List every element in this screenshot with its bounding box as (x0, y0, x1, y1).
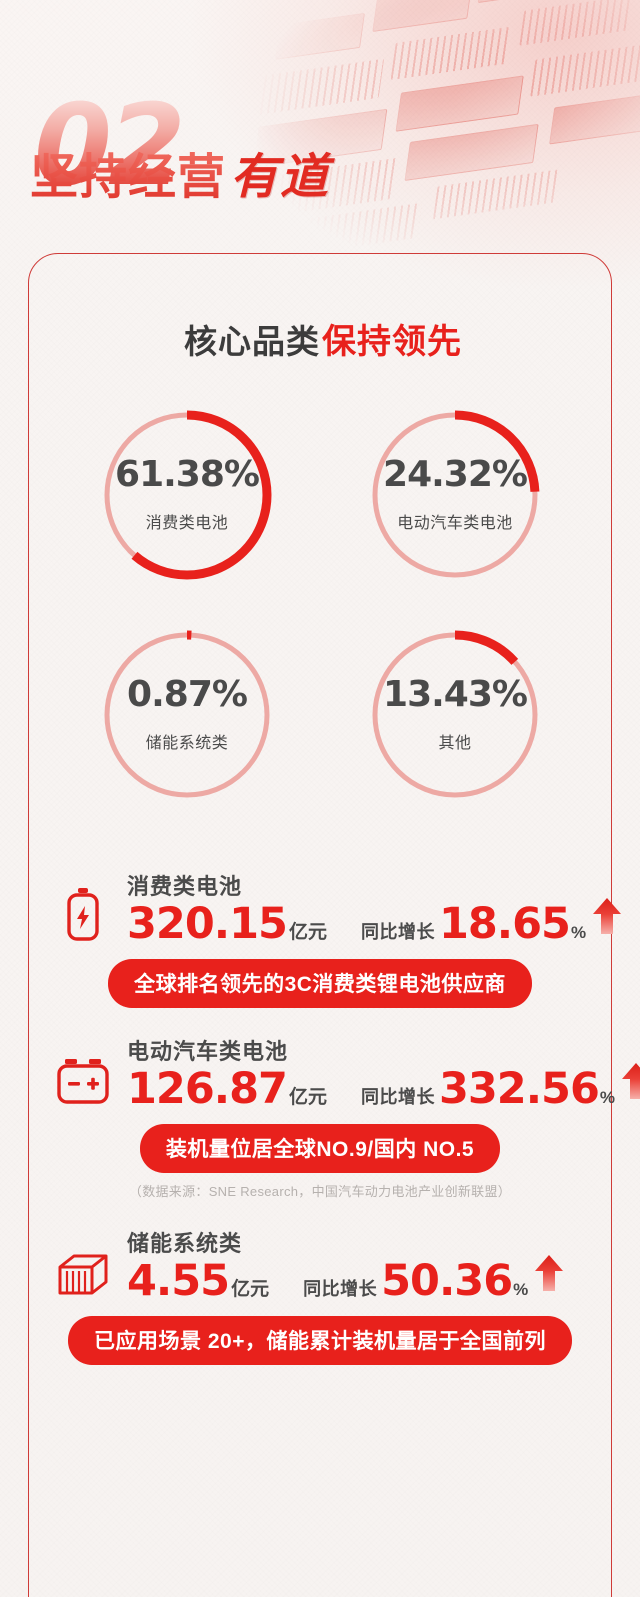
metric-footnote: （数据来源：SNE Research，中国汽车动力电池产业创新联盟） (128, 1184, 512, 1199)
card-title-emphasis: 保持领先 (322, 323, 462, 361)
metric-name: 消费类电池 (127, 874, 243, 899)
donut-value: 24.32% (383, 454, 528, 495)
donut-center: 61.38% 消费类电池 (96, 404, 278, 586)
donut-value: 61.38% (115, 454, 260, 495)
donut-caption: 电动汽车类电池 (397, 515, 513, 532)
trend-up-arrow-icon (592, 897, 622, 940)
metric-yoy-label: 同比增长 (303, 1279, 378, 1299)
metric-value: 4.55 (127, 1256, 230, 1306)
content-card: 核心品类保持领先 61.38% 消费类电池 (28, 253, 640, 1597)
metric-yoy-unit: % (513, 1280, 529, 1299)
metric-value: 126.87 (127, 1064, 288, 1114)
metric-unit: 亿元 (288, 922, 327, 943)
donut-chart-grid: 61.38% 消费类电池 24.32% 电动汽车类电池 (53, 404, 589, 806)
donut-chart-ev-battery: 24.32% 电动汽车类电池 (364, 404, 546, 586)
section-headline: 02 坚持经营有道 (30, 90, 490, 230)
page-title-plain: 坚持经营 (30, 151, 227, 204)
metric-unit: 亿元 (288, 1087, 327, 1108)
donut-value: 13.43% (383, 674, 528, 715)
metric-yoy-label: 同比增长 (360, 1087, 435, 1107)
donut-center: 0.87% 储能系统类 (96, 624, 278, 806)
metric-block-ev-battery: 电动汽车类电池 126.87 亿元 同比增长 332.56 % (29, 1034, 640, 1200)
donut-center: 24.32% 电动汽车类电池 (364, 404, 546, 586)
metric-name: 储能系统类 (127, 1231, 243, 1256)
metric-value: 320.15 (127, 899, 288, 949)
energy-storage-container-icon (55, 1251, 111, 1303)
donut-cell-2: 0.87% 储能系统类 (53, 624, 321, 806)
metric-block-energy-storage: 储能系统类 4.55 亿元 同比增长 50.36 % (29, 1226, 611, 1365)
donut-center: 13.43% 其他 (364, 624, 546, 806)
donut-caption: 其他 (438, 735, 472, 752)
metric-badge: 装机量位居全球NO.9/国内 NO.5 (139, 1124, 501, 1173)
donut-svg (102, 410, 272, 580)
donut-chart-consumer-battery: 61.38% 消费类电池 (96, 404, 278, 586)
metric-yoy-value: 18.65 (438, 899, 571, 949)
donut-svg (370, 630, 540, 800)
metric-yoy-label: 同比增长 (360, 922, 435, 942)
car-battery-icon (55, 1057, 111, 1111)
section-number-watermark: 02 (34, 81, 186, 211)
metric-name: 电动汽车类电池 (127, 1039, 289, 1064)
trend-up-arrow-icon (534, 1254, 564, 1297)
donut-caption: 消费类电池 (145, 515, 229, 532)
metric-badge: 全球排名领先的3C消费类锂电池供应商 (108, 959, 532, 1008)
battery-vertical-bolt-icon (55, 886, 111, 946)
metric-list: 消费类电池 320.15 亿元 同比增长 18.65 % (29, 869, 640, 1391)
page-title-emphasis: 有道 (230, 151, 331, 204)
trend-up-arrow-icon (621, 1062, 640, 1105)
metric-yoy-unit: % (570, 923, 587, 942)
card-title: 核心品类保持领先 (29, 314, 611, 363)
donut-svg (102, 630, 272, 800)
metric-yoy-value: 332.56 (438, 1064, 600, 1114)
donut-cell-0: 61.38% 消费类电池 (53, 404, 321, 586)
donut-caption: 储能系统类 (145, 735, 229, 752)
page-title: 坚持经营有道 (30, 151, 331, 205)
card-title-plain: 核心品类 (178, 315, 320, 363)
donut-svg (370, 410, 540, 580)
metric-badge: 已应用场景 20+，储能累计装机量居于全国前列 (68, 1316, 572, 1365)
metric-block-consumer-battery: 消费类电池 320.15 亿元 同比增长 18.65 % (29, 869, 622, 1008)
metric-unit: 亿元 (231, 1279, 270, 1300)
donut-value: 0.87% (127, 674, 248, 715)
donut-cell-1: 24.32% 电动汽车类电池 (321, 404, 589, 586)
metric-yoy-unit: % (599, 1088, 616, 1107)
donut-chart-other: 13.43% 其他 (364, 624, 546, 806)
donut-chart-energy-storage: 0.87% 储能系统类 (96, 624, 278, 806)
metric-yoy-value: 50.36 (381, 1256, 513, 1306)
donut-cell-3: 13.43% 其他 (321, 624, 589, 806)
